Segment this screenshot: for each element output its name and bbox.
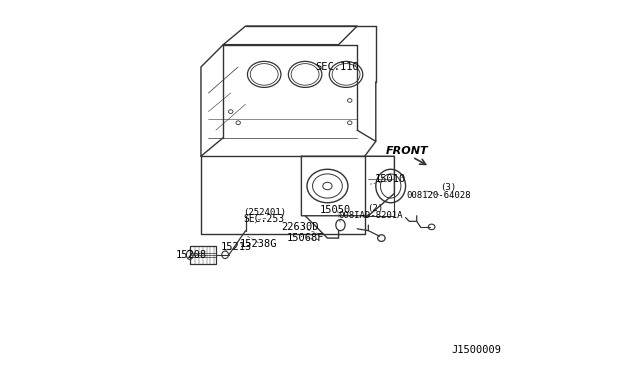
Text: (2): (2) xyxy=(367,204,383,213)
Text: 15213: 15213 xyxy=(221,243,252,252)
Text: FRONT: FRONT xyxy=(386,146,429,155)
Text: 15208: 15208 xyxy=(176,250,207,260)
Text: 008IAD-8201A: 008IAD-8201A xyxy=(338,211,403,220)
Text: SEC.253: SEC.253 xyxy=(244,215,285,224)
Text: (252401): (252401) xyxy=(243,208,285,217)
Text: 008120-64028: 008120-64028 xyxy=(407,191,471,200)
Text: SEC.110: SEC.110 xyxy=(315,62,358,72)
Text: (3): (3) xyxy=(440,183,456,192)
Text: 15238G: 15238G xyxy=(240,239,277,248)
Text: 15050: 15050 xyxy=(319,205,351,215)
Text: 15010: 15010 xyxy=(375,174,406,183)
Text: 15068F: 15068F xyxy=(286,233,324,243)
Text: 22630D: 22630D xyxy=(281,222,318,232)
Text: J1500009: J1500009 xyxy=(451,345,501,355)
